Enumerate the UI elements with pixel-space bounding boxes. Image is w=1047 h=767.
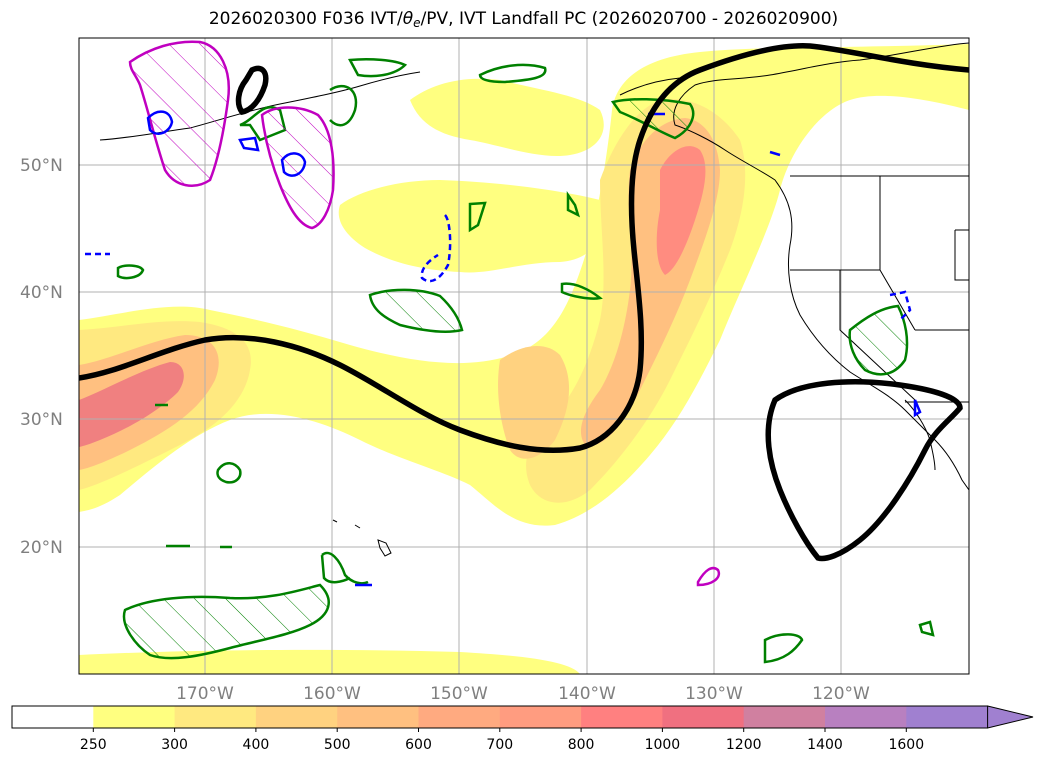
green-contour-gulf bbox=[478, 63, 547, 84]
title-prefix: 2026020300 F036 IVT/ bbox=[208, 9, 403, 29]
green-contour-ring bbox=[216, 462, 242, 484]
lat-label-40n: 40°N bbox=[20, 283, 63, 303]
black-contour-small bbox=[235, 65, 269, 116]
title-theta: θ bbox=[402, 9, 414, 29]
lon-label-120w: 120°W bbox=[812, 684, 870, 704]
colorbar-label-1000: 1000 bbox=[645, 737, 681, 753]
theta-e-contours bbox=[116, 57, 935, 664]
colorbar-segment-11 bbox=[906, 706, 989, 728]
green-contour-ring-south bbox=[763, 633, 804, 664]
lon-label-170w: 170°W bbox=[176, 684, 234, 704]
green-contour-west bbox=[116, 264, 145, 280]
pv-contour-1 bbox=[146, 110, 174, 135]
colorbar-segment-2 bbox=[174, 706, 257, 728]
lon-label-130w: 130°W bbox=[685, 684, 743, 704]
colorbar-label-250: 250 bbox=[80, 737, 107, 753]
colorbar-segment-6 bbox=[499, 706, 582, 728]
colorbar-segment-8 bbox=[662, 706, 745, 728]
map-title: 2026020300 F036 IVT/θe/PV, IVT Landfall … bbox=[0, 9, 1047, 30]
colorbar-segment-10 bbox=[825, 706, 907, 728]
ivt-250-north-upper bbox=[410, 78, 604, 157]
ivt-250-south-band bbox=[79, 649, 580, 674]
pv-contour-dashed-3 bbox=[889, 290, 912, 321]
colorbar-label-1600: 1600 bbox=[888, 737, 924, 753]
green-contour-hawaii bbox=[320, 551, 369, 585]
title-theta-sub: e bbox=[413, 16, 421, 30]
magenta-contour-small bbox=[696, 566, 721, 587]
colorbar-extend-arrow bbox=[987, 705, 1034, 729]
pv-contour-2 bbox=[280, 152, 307, 177]
lat-label-30n: 30°N bbox=[20, 410, 63, 430]
pv-contour-3 bbox=[238, 136, 260, 152]
lat-label-50n: 50°N bbox=[20, 156, 63, 176]
colorbar-segment-4 bbox=[337, 706, 419, 728]
green-contour-south-hatched bbox=[122, 583, 330, 660]
colorbar-label-300: 300 bbox=[161, 737, 188, 753]
colorbar-segment-5 bbox=[418, 706, 501, 728]
lon-label-150w: 150°W bbox=[430, 684, 488, 704]
lon-label-160w: 160°W bbox=[303, 684, 361, 704]
colorbar-segment-0 bbox=[12, 706, 94, 728]
ivt-800-core-east bbox=[656, 146, 706, 275]
ivt-landfall-contours bbox=[79, 43, 969, 562]
black-contour-ring-east bbox=[765, 379, 963, 562]
hawaii-islands bbox=[332, 519, 392, 557]
colorbar-label-1400: 1400 bbox=[807, 737, 843, 753]
colorbar-label-400: 400 bbox=[243, 737, 270, 753]
ivt-colorbar bbox=[11, 705, 1034, 729]
colorbar-segment-9 bbox=[743, 706, 826, 728]
green-contour-north-small bbox=[468, 201, 487, 233]
ivt-500-subtropic bbox=[498, 345, 570, 459]
ivt-colorbar-labels: 250 300 400 500 600 700 800 1000 1200 1400 1600 bbox=[80, 728, 924, 753]
colorbar-label-800: 800 bbox=[568, 737, 595, 753]
lat-label-20n: 20°N bbox=[20, 538, 63, 558]
green-contour-small-1 bbox=[566, 191, 581, 218]
green-contour-top bbox=[348, 57, 408, 78]
north-america-coast bbox=[673, 42, 969, 491]
lon-labels: 170°W 160°W 150°W 140°W 130°W 120°W bbox=[176, 684, 870, 704]
colorbar-label-600: 600 bbox=[405, 737, 432, 753]
magenta-contours bbox=[128, 40, 721, 587]
ivt-800-core-west bbox=[79, 362, 184, 447]
magenta-contour-1 bbox=[128, 40, 231, 187]
colorbar-label-700: 700 bbox=[486, 737, 513, 753]
colorbar-segment-7 bbox=[581, 706, 663, 728]
state-borders bbox=[790, 176, 969, 401]
colorbar-segment-1 bbox=[93, 706, 176, 728]
map-frame bbox=[78, 37, 970, 675]
colorbar-label-500: 500 bbox=[324, 737, 351, 753]
map-content bbox=[79, 38, 969, 674]
title-suffix: /PV, IVT Landfall PC (2026020700 - 20260… bbox=[420, 9, 839, 29]
ivt-250-band-west bbox=[79, 44, 969, 526]
green-contour-dash bbox=[155, 403, 232, 549]
colorbar-segment-3 bbox=[255, 706, 338, 728]
lon-label-140w: 140°W bbox=[558, 684, 616, 704]
pv-contour-dashed-1 bbox=[420, 214, 452, 283]
green-contour-east bbox=[848, 304, 909, 376]
pv-contours bbox=[85, 110, 922, 587]
magenta-contour-2 bbox=[260, 106, 335, 230]
green-contour-mid-small bbox=[560, 282, 603, 300]
green-contour-tiny bbox=[918, 620, 935, 637]
black-contour-main bbox=[79, 43, 969, 453]
colorbar-label-1200: 1200 bbox=[726, 737, 762, 753]
pv-contour-small bbox=[355, 112, 922, 587]
green-contour-mid-hatched bbox=[368, 288, 464, 333]
lat-labels: 50°N 40°N 30°N 20°N bbox=[20, 156, 63, 558]
